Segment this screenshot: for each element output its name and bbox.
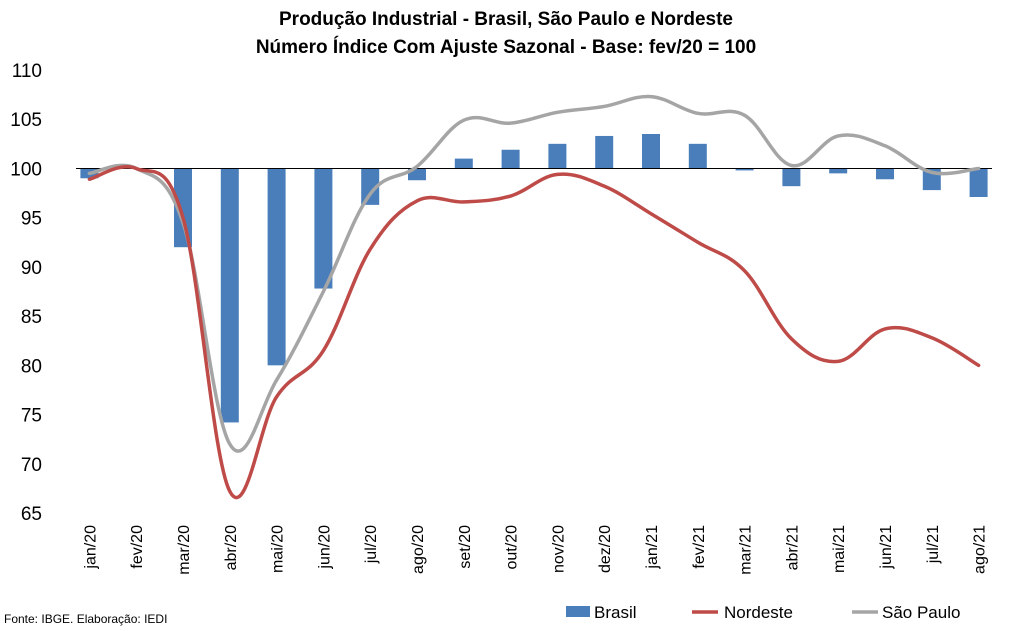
x-tick-label: abr/21 xyxy=(784,525,801,570)
series-lines xyxy=(87,94,981,500)
bar-brasil xyxy=(501,149,520,169)
y-axis: 65 70 75 80 85 90 95 100 105 110 xyxy=(10,61,42,525)
y-tick-label: 100 xyxy=(10,159,42,180)
x-tick-label: mar/21 xyxy=(738,525,755,575)
y-tick-label: 80 xyxy=(21,356,42,377)
bar-brasil xyxy=(267,168,286,366)
x-tick-label: abr/20 xyxy=(223,525,240,570)
bar-brasil xyxy=(220,168,239,423)
bar-brasil xyxy=(642,133,660,169)
x-tick-label: ago/21 xyxy=(972,525,989,574)
bar-brasil xyxy=(174,168,192,248)
x-tick-label: set/20 xyxy=(457,525,474,569)
x-tick-label: mai/20 xyxy=(270,525,287,573)
line-nordeste xyxy=(87,165,981,500)
line-sao-paulo xyxy=(87,94,981,453)
x-tick-label: ago/20 xyxy=(410,525,427,574)
chart-title: Produção Industrial - Brasil, São Paulo … xyxy=(279,9,733,30)
bar-brasil xyxy=(969,168,988,197)
x-axis: jan/20 fev/20 mar/20 abr/20 mai/20 jun/20 jul/… xyxy=(82,525,988,575)
x-tick-label: dez/20 xyxy=(597,525,614,573)
x-tick-label: jul/20 xyxy=(363,525,380,564)
bar-brasil xyxy=(548,143,567,169)
bar-brasil xyxy=(361,168,380,205)
bar-brasil xyxy=(454,158,473,169)
x-tick-label: out/20 xyxy=(504,525,521,570)
bar-brasil xyxy=(688,143,707,169)
x-tick-label: fev/20 xyxy=(129,525,146,569)
bar-brasil xyxy=(314,168,333,289)
x-tick-label: jun/21 xyxy=(878,525,895,570)
y-tick-label: 90 xyxy=(21,258,42,279)
bar-brasil xyxy=(829,168,848,174)
legend: Brasil Nordeste São Paulo xyxy=(566,603,960,622)
x-tick-label: fev/21 xyxy=(691,525,708,569)
y-tick-label: 85 xyxy=(21,307,42,328)
y-tick-label: 70 xyxy=(21,455,42,476)
x-tick-label: jan/21 xyxy=(644,525,661,570)
legend-label-sao-paulo: São Paulo xyxy=(882,603,960,622)
bar-brasil xyxy=(595,135,614,169)
chart-subtitle: Número Índice Com Ajuste Sazonal - Base:… xyxy=(256,36,756,58)
y-tick-label: 65 xyxy=(21,504,42,525)
x-tick-label: mai/21 xyxy=(831,525,848,573)
x-tick-label: jun/20 xyxy=(316,525,333,570)
source-note: Fonte: IBGE. Elaboração: IEDI xyxy=(4,612,167,626)
bar-brasil xyxy=(735,168,754,171)
brasil-bars xyxy=(80,133,988,423)
legend-label-brasil: Brasil xyxy=(594,603,637,622)
bar-brasil xyxy=(876,168,894,180)
legend-label-nordeste: Nordeste xyxy=(724,603,793,622)
legend-swatch-brasil xyxy=(566,606,590,617)
x-tick-label: jul/21 xyxy=(925,525,942,564)
y-tick-label: 75 xyxy=(21,406,42,427)
x-tick-label: mar/20 xyxy=(176,525,193,575)
y-tick-label: 95 xyxy=(21,209,42,230)
x-tick-label: jan/20 xyxy=(82,525,99,570)
bar-brasil xyxy=(408,168,426,181)
y-tick-label: 110 xyxy=(12,61,42,82)
y-tick-label: 105 xyxy=(10,110,42,131)
x-tick-label: nov/20 xyxy=(550,525,567,573)
bar-brasil xyxy=(782,168,801,187)
